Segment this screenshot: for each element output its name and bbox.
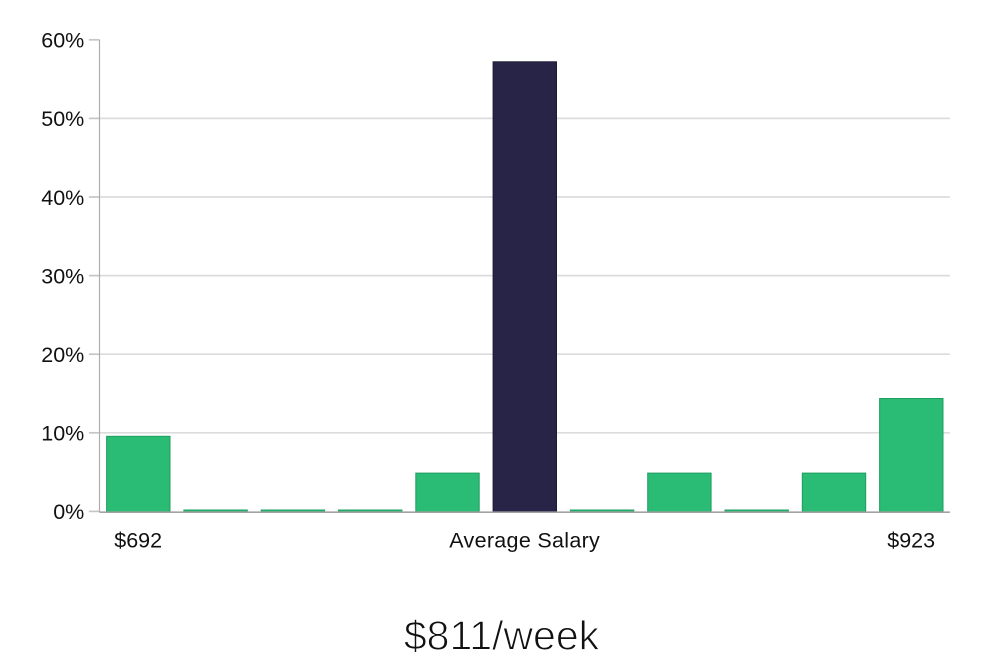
svg-text:50%: 50% <box>41 107 84 131</box>
svg-text:Average Salary: Average Salary <box>449 528 600 552</box>
svg-text:10%: 10% <box>41 422 84 446</box>
svg-text:$692: $692 <box>114 528 162 552</box>
svg-text:20%: 20% <box>41 343 84 367</box>
svg-text:60%: 60% <box>41 29 84 53</box>
svg-text:30%: 30% <box>41 264 84 288</box>
svg-text:$811/week: $811/week <box>404 613 600 659</box>
svg-text:40%: 40% <box>41 186 84 210</box>
svg-text:0%: 0% <box>53 500 84 524</box>
svg-text:$923: $923 <box>887 528 935 552</box>
